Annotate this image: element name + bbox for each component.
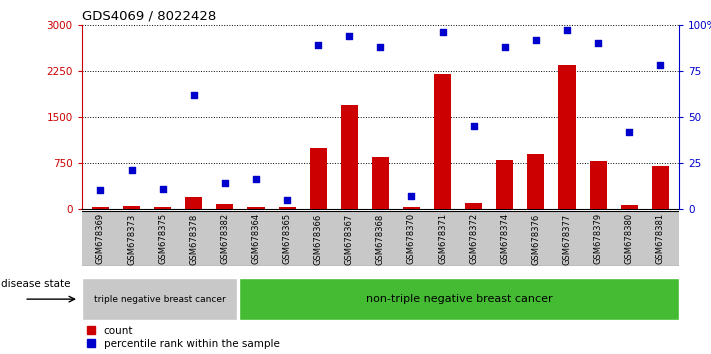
Bar xyxy=(247,207,264,209)
Text: GSM678366: GSM678366 xyxy=(314,213,323,265)
Point xyxy=(95,188,106,193)
Bar xyxy=(185,196,203,209)
Text: GSM678374: GSM678374 xyxy=(501,213,509,264)
Bar xyxy=(589,161,606,209)
Point xyxy=(157,186,169,192)
Point xyxy=(250,177,262,182)
Text: GSM678375: GSM678375 xyxy=(158,213,167,264)
Point xyxy=(562,28,573,33)
Bar xyxy=(341,104,358,209)
Point xyxy=(437,29,448,35)
Text: GSM678365: GSM678365 xyxy=(282,213,292,264)
Text: GSM678381: GSM678381 xyxy=(656,213,665,264)
Text: GSM678382: GSM678382 xyxy=(220,213,230,264)
Bar xyxy=(465,203,482,209)
Bar xyxy=(496,160,513,209)
Bar xyxy=(403,207,420,209)
Point xyxy=(313,42,324,48)
Bar xyxy=(309,148,327,209)
Point xyxy=(219,180,230,186)
Text: GSM678370: GSM678370 xyxy=(407,213,416,264)
Text: GSM678373: GSM678373 xyxy=(127,213,136,265)
Text: disease state: disease state xyxy=(1,279,70,289)
Point xyxy=(375,44,386,50)
Text: triple negative breast cancer: triple negative breast cancer xyxy=(95,295,226,304)
Bar xyxy=(216,204,233,209)
Text: GSM678377: GSM678377 xyxy=(562,213,572,265)
Bar xyxy=(528,154,545,209)
Point xyxy=(592,40,604,46)
Text: GSM678380: GSM678380 xyxy=(625,213,634,264)
Point xyxy=(343,33,355,39)
Text: GSM678379: GSM678379 xyxy=(594,213,603,264)
Bar xyxy=(621,205,638,209)
Point xyxy=(406,193,417,199)
Bar xyxy=(372,157,389,209)
Legend: count, percentile rank within the sample: count, percentile rank within the sample xyxy=(87,326,279,349)
Point xyxy=(530,37,542,42)
Point xyxy=(282,197,293,202)
Text: GSM678368: GSM678368 xyxy=(376,213,385,265)
Bar xyxy=(82,278,237,320)
Text: GSM678369: GSM678369 xyxy=(96,213,105,264)
Bar xyxy=(558,65,576,209)
Point xyxy=(126,167,137,173)
Bar xyxy=(92,207,109,209)
Text: GSM678367: GSM678367 xyxy=(345,213,354,265)
Point xyxy=(624,129,635,135)
Point xyxy=(468,123,479,129)
Text: GSM678372: GSM678372 xyxy=(469,213,479,264)
Text: GDS4069 / 8022428: GDS4069 / 8022428 xyxy=(82,9,216,22)
Text: GSM678364: GSM678364 xyxy=(252,213,260,264)
Point xyxy=(188,92,199,98)
Point xyxy=(655,62,666,68)
Bar xyxy=(652,166,669,209)
Text: non-triple negative breast cancer: non-triple negative breast cancer xyxy=(365,294,552,304)
Text: GSM678378: GSM678378 xyxy=(189,213,198,265)
Point xyxy=(499,44,510,50)
Text: GSM678371: GSM678371 xyxy=(438,213,447,264)
Bar xyxy=(154,207,171,209)
Bar xyxy=(239,278,679,320)
Bar xyxy=(123,206,140,209)
Text: GSM678376: GSM678376 xyxy=(531,213,540,265)
Bar xyxy=(279,207,296,209)
Bar xyxy=(434,74,451,209)
